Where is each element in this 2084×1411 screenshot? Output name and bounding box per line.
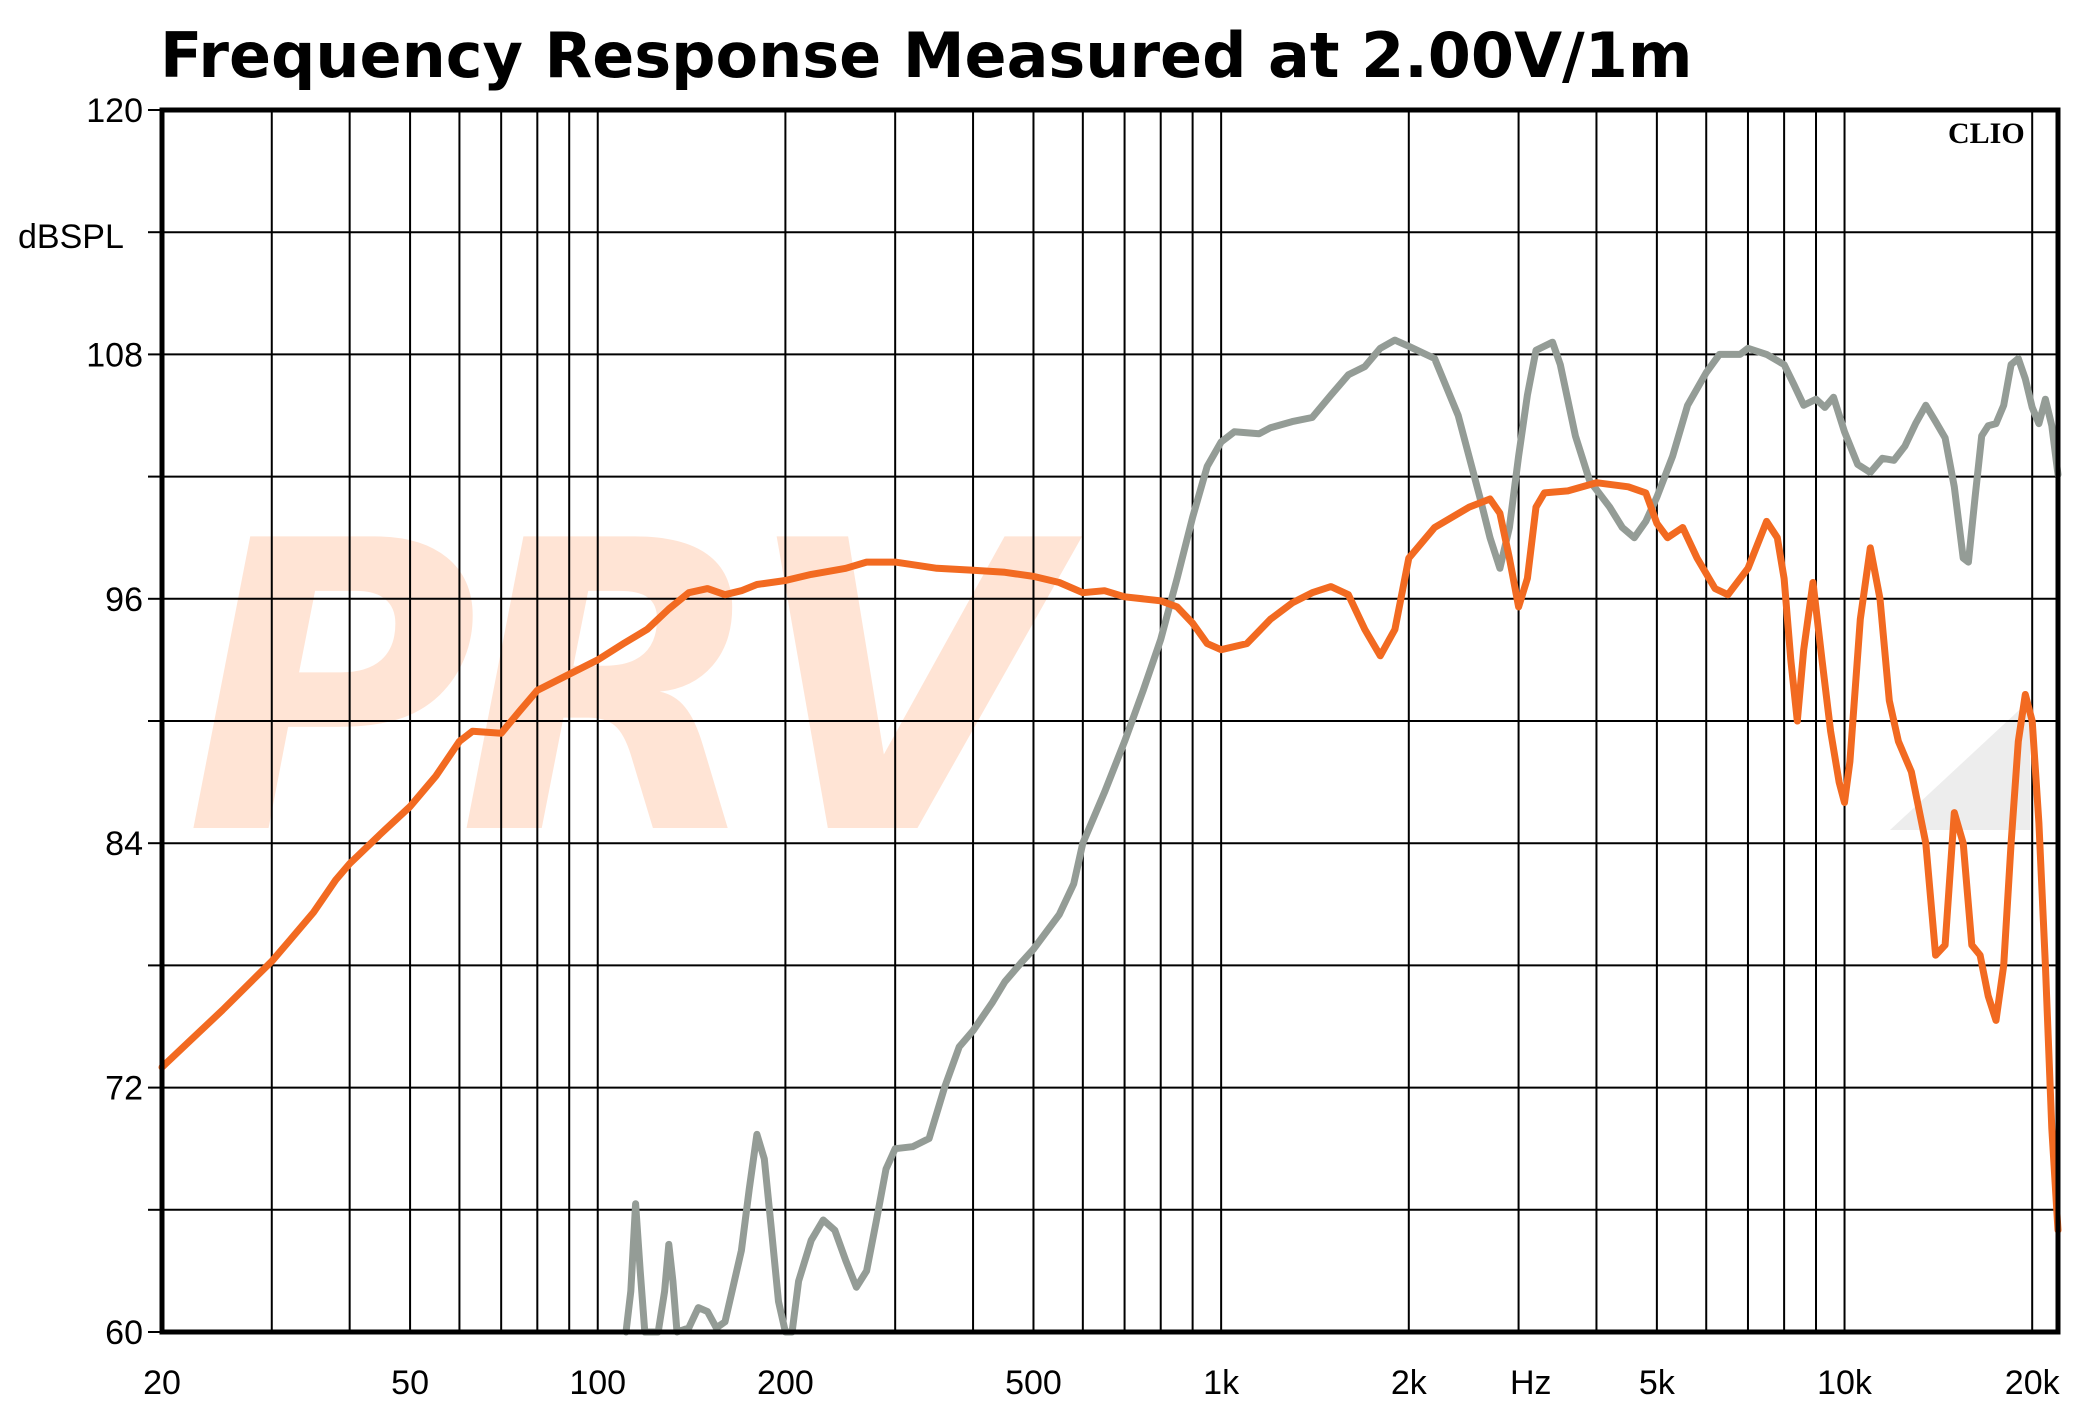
x-tick-label: 10k: [1817, 1364, 1873, 1402]
series-line-harmonic-distortion: [622, 336, 2062, 1336]
prv-watermark: PRV: [185, 458, 1084, 923]
y-tick-label: 60: [105, 1314, 143, 1352]
x-tick-label: 500: [1005, 1364, 1062, 1402]
x-axis-unit-label: Hz: [1510, 1364, 1552, 1402]
series-line-on-axis-response: [158, 479, 2062, 1234]
y-tick-label: 108: [86, 336, 143, 374]
x-tick-label: 5k: [1639, 1364, 1676, 1402]
y-axis-label: dBSPL: [18, 218, 124, 256]
x-tick-label: 200: [757, 1364, 814, 1402]
y-tick-label: 72: [105, 1070, 143, 1108]
x-tick-label: 20k: [2005, 1364, 2061, 1402]
y-tick-label: 84: [105, 825, 143, 863]
chart-title: Frequency Response Measured at 2.00V/1m: [160, 19, 1692, 92]
y-axis-ticks: 60 72 84 96 108 120: [86, 92, 162, 1352]
y-tick-label: 96: [105, 581, 143, 619]
grid-lines: [162, 110, 2058, 1332]
x-tick-label: 2k: [1391, 1364, 1428, 1402]
x-tick-label: 20: [143, 1364, 181, 1402]
y-tick-label: 120: [86, 92, 143, 130]
x-tick-label: 50: [391, 1364, 429, 1402]
clio-brand-label: CLIO: [1948, 117, 2025, 150]
x-axis-ticks: 20 50 100 200 500 1k 2k 5k 10k 20k: [143, 1364, 2061, 1402]
watermark-accent-shape: [1890, 700, 2030, 830]
x-tick-label: 100: [569, 1364, 626, 1402]
x-tick-label: 1k: [1203, 1364, 1240, 1402]
data-series: [158, 336, 2062, 1336]
plot-frame: [159, 107, 2061, 1335]
